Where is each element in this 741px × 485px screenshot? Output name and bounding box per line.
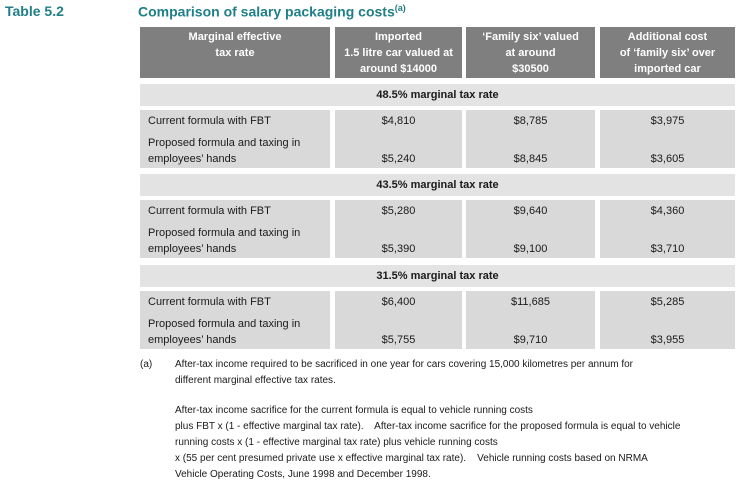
section-row — [140, 174, 735, 196]
footnote-line: After-tax income sacrifice for the curre… — [175, 405, 533, 416]
data-cell — [600, 200, 735, 258]
header-text: $30500 — [512, 63, 549, 75]
cell-value: $5,240 — [381, 153, 416, 165]
data-cell — [335, 291, 462, 349]
header-cell — [140, 27, 330, 78]
data-cell — [466, 110, 595, 168]
header-text: Marginal effective — [188, 31, 282, 43]
header-cell — [335, 27, 462, 78]
header-text: Imported — [374, 31, 423, 43]
cell-value: $11,685 — [511, 296, 550, 308]
cell-value: $9,100 — [513, 243, 548, 255]
footnote-line: Vehicle Operating Costs, June 1998 and D… — [175, 469, 431, 480]
footnote-line: running costs x (1 - effective marginal … — [175, 437, 498, 448]
footnote-marker: (a) — [140, 359, 153, 370]
cell-value: $8,785 — [513, 115, 548, 127]
footnote-line: After-tax income required to be sacrific… — [175, 359, 633, 370]
data-cell — [600, 110, 735, 168]
data-cell — [335, 110, 462, 168]
row-label: employees’ hands — [148, 243, 237, 255]
cell-value: $3,605 — [650, 153, 685, 165]
cell-value: $5,285 — [650, 296, 685, 308]
row-label: Proposed formula and taxing in — [148, 227, 301, 239]
data-cell — [600, 291, 735, 349]
row-label: employees’ hands — [148, 153, 237, 165]
cell-value: $9,640 — [513, 205, 548, 217]
header-text: imported car — [634, 63, 701, 75]
header-text: of ‘family six’ over — [619, 47, 716, 59]
title-text: Comparison of salary packaging costs — [138, 3, 395, 20]
footnote-line: x (55 per cent presumed private use x ef… — [175, 453, 648, 464]
cell-value: $6,400 — [381, 296, 416, 308]
header-cell — [600, 27, 735, 78]
section-title: 48.5% marginal tax rate — [376, 89, 499, 101]
section-row — [140, 265, 735, 287]
cell-value: $4,360 — [650, 205, 685, 217]
section-title: 31.5% marginal tax rate — [376, 270, 499, 282]
header-text: tax rate — [215, 47, 255, 59]
section-row — [140, 84, 735, 106]
footnote-line: plus FBT x (1 - effective marginal tax r… — [175, 421, 681, 432]
cell-value: $8,845 — [513, 153, 548, 165]
footnote-line: different marginal effective tax rates. — [175, 375, 336, 386]
row-label: Current formula with FBT — [148, 205, 271, 217]
header-text: 1.5 litre car valued at — [344, 47, 453, 59]
row-label: Proposed formula and taxing in — [148, 137, 301, 149]
data-cell — [140, 200, 330, 258]
table-title: Comparison of salary packaging costs(a) — [138, 3, 406, 20]
row-label: Current formula with FBT — [148, 115, 271, 127]
title-note: (a) — [394, 3, 406, 13]
header-text: Additional cost — [627, 31, 708, 43]
cell-value: $9,710 — [513, 334, 548, 346]
header-cell — [466, 27, 595, 78]
cell-value: $5,755 — [381, 334, 416, 346]
data-cell — [140, 110, 330, 168]
data-cell — [335, 200, 462, 258]
row-label: Current formula with FBT — [148, 296, 271, 308]
header-text: at around — [505, 47, 556, 59]
data-cell — [466, 291, 595, 349]
data-cell — [140, 291, 330, 349]
section-title: 43.5% marginal tax rate — [376, 179, 499, 191]
header-text: ‘Family six’ valued — [482, 31, 579, 43]
cell-value: $4,810 — [381, 115, 416, 127]
cell-value: $3,975 — [650, 115, 685, 127]
header-text: around $14000 — [359, 63, 438, 75]
cell-value: $3,710 — [650, 243, 685, 255]
row-label: Proposed formula and taxing in — [148, 318, 301, 330]
cell-value: $5,390 — [381, 243, 416, 255]
data-cell — [466, 200, 595, 258]
cell-value: $3,955 — [650, 334, 685, 346]
cell-value: $5,280 — [381, 205, 416, 217]
table-label: Table 5.2 — [5, 3, 64, 19]
row-label: employees’ hands — [148, 334, 237, 346]
